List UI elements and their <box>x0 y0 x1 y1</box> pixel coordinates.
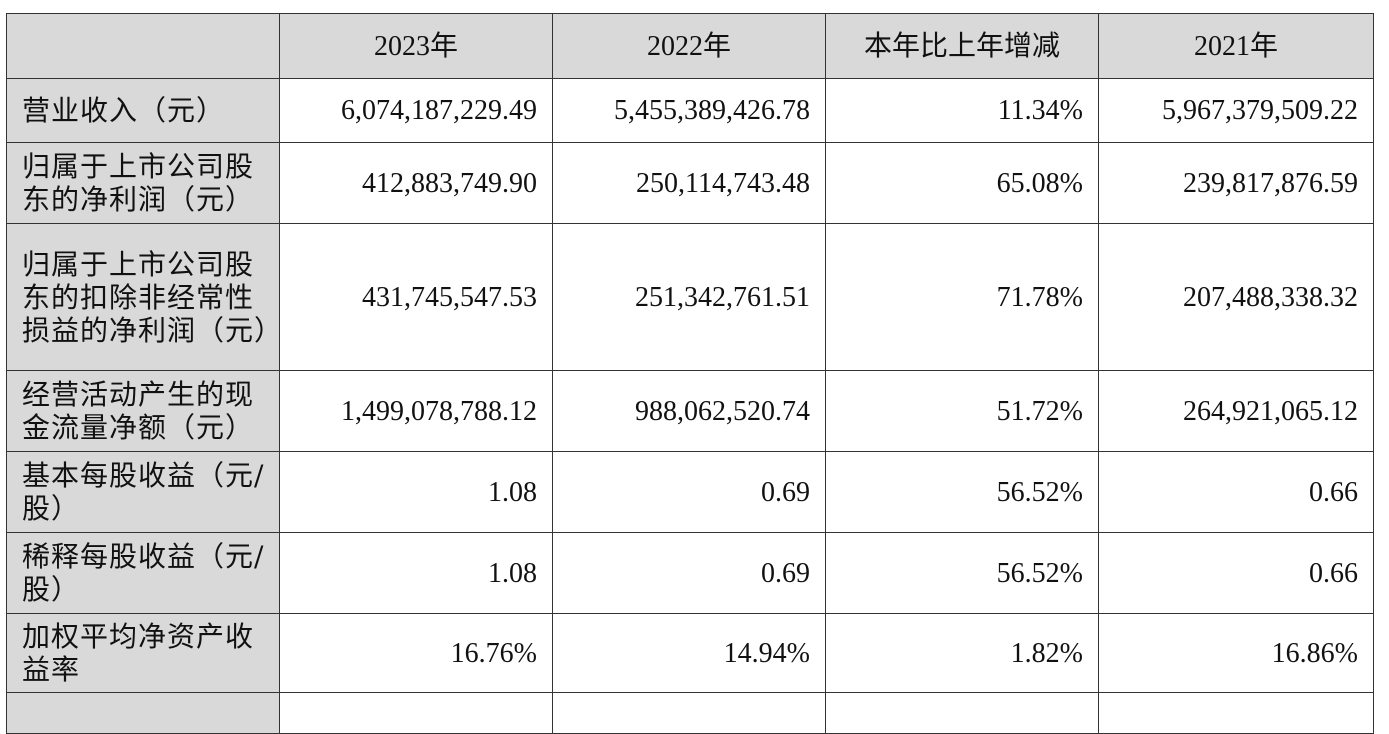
cell-2022: 14.94% <box>552 613 826 693</box>
cell-yoy-change: 51.72% <box>825 370 1099 452</box>
cell-2021: 0.66 <box>1098 532 1374 614</box>
row-label: 经营活动产生的现金流量净额（元） <box>6 370 280 452</box>
table-row: 经营活动产生的现金流量净额（元） 1,499,078,788.12 988,06… <box>6 370 1374 452</box>
cell-2021: 239,817,876.59 <box>1098 142 1374 224</box>
cell-yoy-change: 1.82% <box>825 613 1099 693</box>
row-label: 加权平均净资产收益率 <box>6 613 280 693</box>
cell-yoy-change: 71.78% <box>825 223 1099 371</box>
table-row: 稀释每股收益（元/股） 1.08 0.69 56.52% 0.66 <box>6 532 1374 614</box>
financial-summary-table: 2023年 2022年 本年比上年增减 2021年 营业收入（元） 6,074,… <box>6 13 1374 734</box>
cell-yoy-change: 56.52% <box>825 451 1099 533</box>
cell-2023: 431,745,547.53 <box>279 223 553 371</box>
table-row: 归属于上市公司股东的净利润（元） 412,883,749.90 250,114,… <box>6 142 1374 224</box>
cell-yoy-change: 65.08% <box>825 142 1099 224</box>
cell-yoy-change: 11.34% <box>825 78 1099 143</box>
row-label: 归属于上市公司股东的净利润（元） <box>6 142 280 224</box>
cell-2023: 1.08 <box>279 451 553 533</box>
cell-2022: 250,114,743.48 <box>552 142 826 224</box>
row-label: 营业收入（元） <box>6 78 280 143</box>
table-row: 加权平均净资产收益率 16.76% 14.94% 1.82% 16.86% <box>6 613 1374 693</box>
cell-2023: 1,499,078,788.12 <box>279 370 553 452</box>
cell-2023: 16.76% <box>279 613 553 693</box>
table-row: 营业收入（元） 6,074,187,229.49 5,455,389,426.7… <box>6 78 1374 143</box>
cell-2022: 251,342,761.51 <box>552 223 826 371</box>
table-row: 基本每股收益（元/股） 1.08 0.69 56.52% 0.66 <box>6 451 1374 533</box>
row-label: 归属于上市公司股东的扣除非经常性损益的净利润（元） <box>6 223 282 371</box>
header-cell-yoy-change: 本年比上年增减 <box>825 13 1099 79</box>
header-cell-2021: 2021年 <box>1098 13 1374 79</box>
cell-2021: 5,967,379,509.22 <box>1098 78 1374 143</box>
table-row: 归属于上市公司股东的扣除非经常性损益的净利润（元） 431,745,547.53… <box>6 223 1374 371</box>
cell-2022: 0.69 <box>552 532 826 614</box>
cell-2022: 5,455,389,426.78 <box>552 78 826 143</box>
cell-2022: 988,062,520.74 <box>552 370 826 452</box>
cell-2023: 412,883,749.90 <box>279 142 553 224</box>
cell-2021: 16.86% <box>1098 613 1374 693</box>
cell-2021: 264,921,065.12 <box>1098 370 1374 452</box>
cell-2021: 207,488,338.32 <box>1098 223 1374 371</box>
header-cell-2022: 2022年 <box>552 13 826 79</box>
cell-2023: 6,074,187,229.49 <box>279 78 553 143</box>
cell-2021: 0.66 <box>1098 451 1374 533</box>
table-header-row: 2023年 2022年 本年比上年增减 2021年 <box>6 13 1374 79</box>
row-label: 基本每股收益（元/股） <box>6 451 280 533</box>
cell-2022: 0.69 <box>552 451 826 533</box>
header-cell-2023: 2023年 <box>279 13 553 79</box>
header-cell-blank <box>6 13 280 79</box>
row-label: 稀释每股收益（元/股） <box>6 532 280 614</box>
cell-yoy-change: 56.52% <box>825 532 1099 614</box>
cell-2023: 1.08 <box>279 532 553 614</box>
